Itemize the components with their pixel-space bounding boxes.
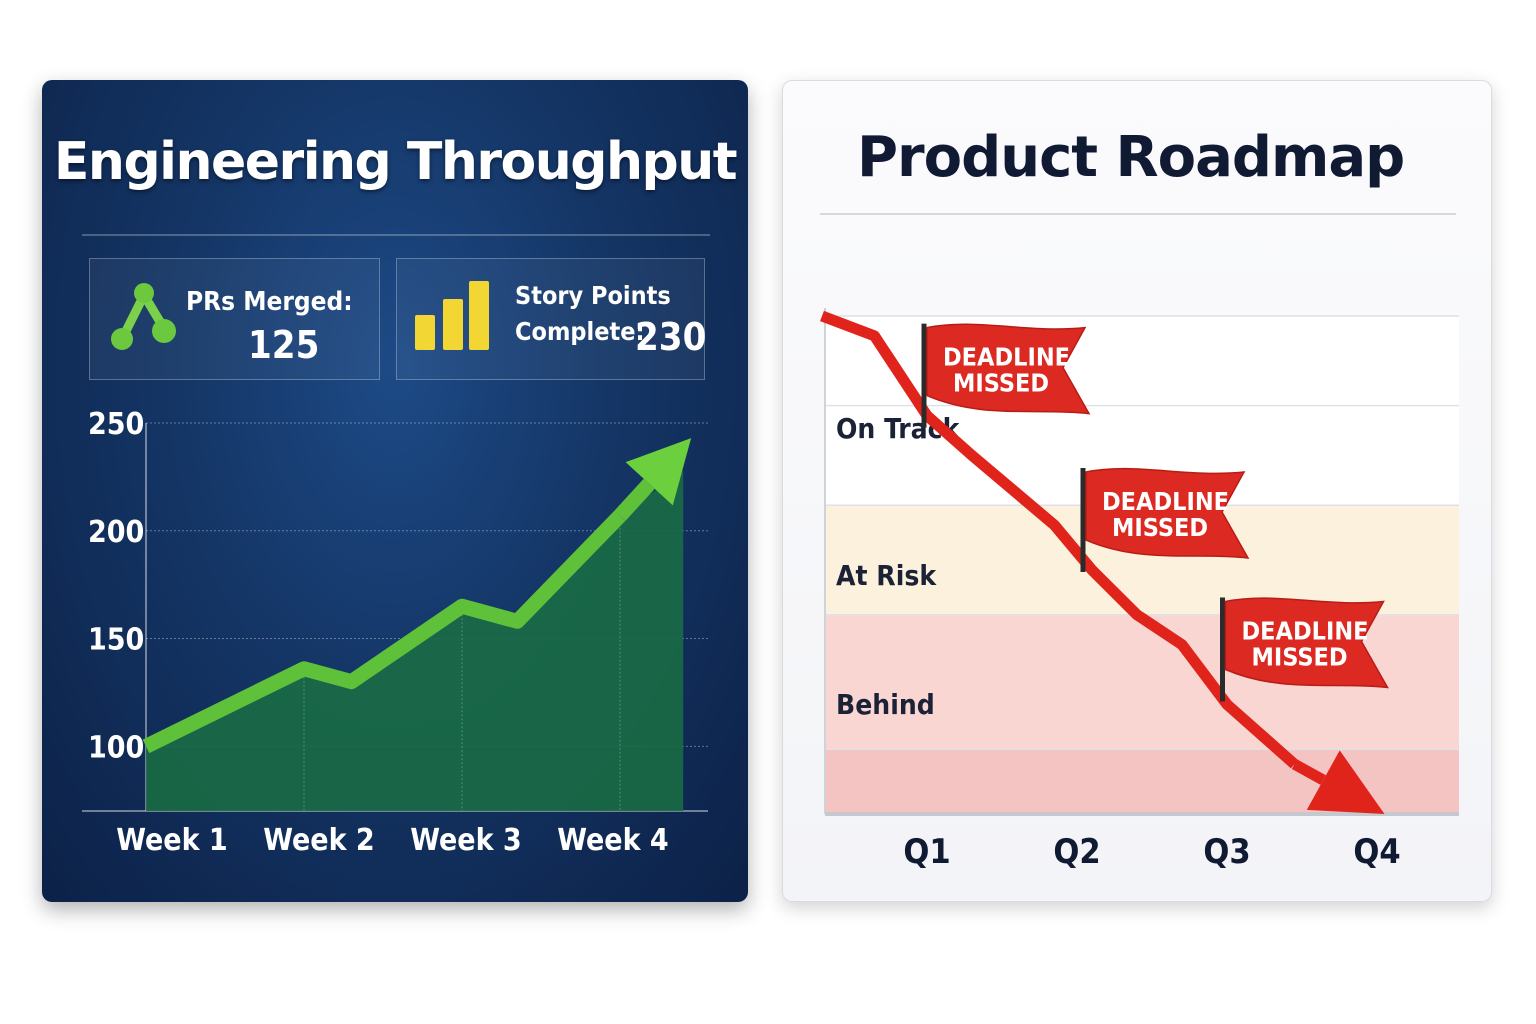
story-points-card: Story Points Complete: 230	[396, 258, 707, 380]
prs-merged-card: PRs Merged: 125	[89, 258, 380, 380]
flag-text-line2: MISSED	[953, 369, 1049, 398]
flag-text-line2: MISSED	[1252, 643, 1348, 672]
x-tick-label: Week 2	[263, 823, 374, 858]
throughput-line-end	[614, 478, 655, 521]
left-title-divider	[82, 234, 710, 236]
right-title-divider	[820, 213, 1456, 215]
quarter-label: Q3	[1203, 832, 1250, 872]
quarter-label: Q4	[1353, 832, 1400, 872]
story-points-label-line1: Story Points	[515, 281, 671, 310]
prs-merged-label: PRs Merged:	[186, 287, 353, 317]
prs-merged-value: 125	[248, 323, 320, 367]
flag-cloth	[1224, 597, 1389, 689]
left-panel-title: Engineering Throughput	[53, 132, 738, 192]
right-panel-title: Product Roadmap	[857, 125, 1405, 190]
roadmap-line	[820, 310, 1299, 769]
band-label: Behind	[836, 688, 935, 721]
bar-chart-icon	[415, 281, 489, 350]
x-tick-label: Week 4	[557, 823, 668, 858]
throughput-area-chart: 250 200 150 100 Week 1 Week 2 Week 3 Week 4	[82, 407, 708, 858]
product-roadmap-panel: Product Roadmap On Track At Risk Behind DEA…	[782, 80, 1492, 902]
story-points-value: 230	[635, 315, 707, 359]
engineering-throughput-panel: Engineering Throughput PRs Merged: 125 S…	[42, 80, 748, 902]
flag-text-line1: DEADLINE	[1242, 617, 1369, 646]
flag-text-line2: MISSED	[1112, 513, 1208, 542]
roadmap-arrowhead	[1306, 750, 1385, 814]
story-points-label-line2: Complete:	[515, 317, 645, 346]
flag-cloth	[1085, 467, 1250, 559]
y-tick-label: 200	[88, 515, 144, 550]
band-label: At Risk	[836, 559, 937, 592]
y-tick-label: 150	[88, 623, 144, 658]
throughput-line	[142, 510, 626, 754]
quarter-label: Q2	[1053, 832, 1100, 872]
x-tick-label: Week 1	[116, 823, 227, 858]
y-tick-label: 100	[88, 730, 144, 765]
git-merge-icon	[111, 283, 176, 350]
quarter-label: Q1	[903, 832, 950, 872]
flag-text-line1: DEADLINE	[1102, 487, 1229, 516]
flag-text-line1: DEADLINE	[943, 343, 1070, 372]
y-tick-label: 250	[88, 407, 144, 442]
throughput-arrowhead	[625, 438, 692, 506]
roadmap-line-end	[1291, 759, 1326, 785]
x-tick-label: Week 3	[410, 823, 521, 858]
flag-cloth	[926, 323, 1091, 415]
